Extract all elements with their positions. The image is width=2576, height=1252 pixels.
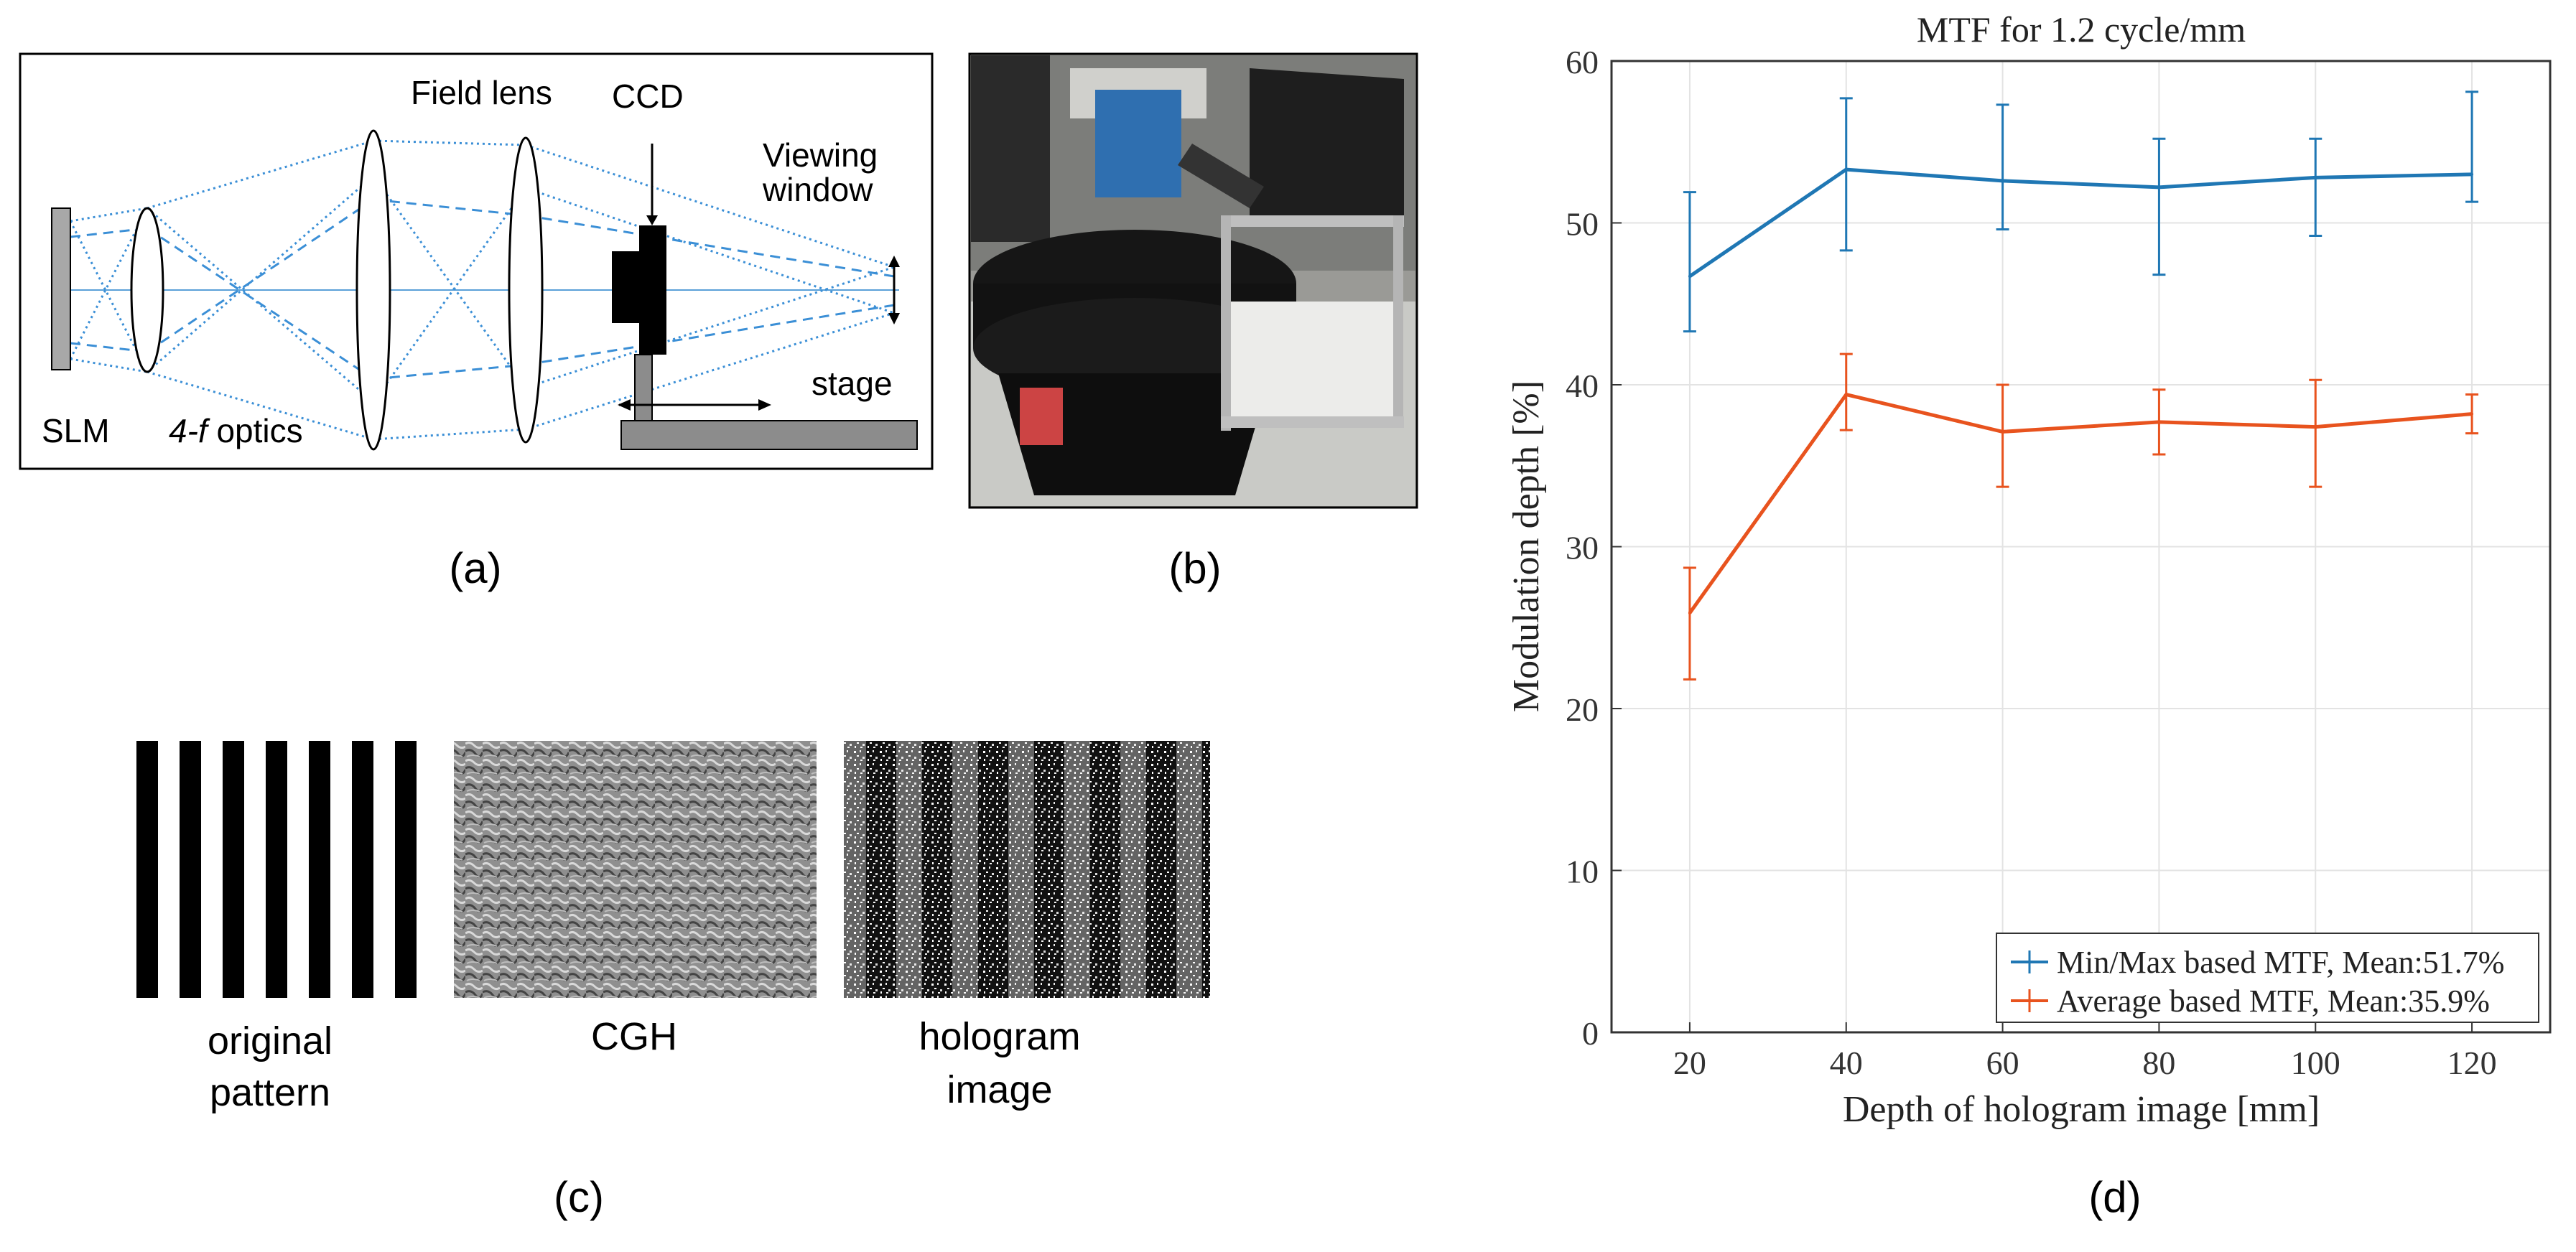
hologram-caption-line1: hologram [919,1015,1080,1058]
grid-lines [1612,60,2550,1033]
x-tick-label: 40 [1830,1045,1863,1081]
cgh-caption: CGH [591,1015,677,1058]
panel-a-label: (a) [449,544,501,592]
data-point [1688,274,1691,278]
data-point [1844,168,1848,172]
ccd-label: CCD [612,78,684,115]
x-tick-label: 80 [2142,1045,2175,1081]
data-point [2001,430,2004,434]
panel-a-frame [19,52,934,470]
series-2 [1683,352,2479,681]
series-line [1688,167,2473,278]
viewing-window-label-line1: Viewing [763,136,878,174]
data-point [1844,393,1848,396]
legend-label: Min/Max based MTF, Mean:51.7% [2057,945,2504,980]
y-axis-label: Modulation depth [%] [1506,380,1547,712]
field-lens-1 [355,129,391,451]
cgh-image [454,741,817,998]
four-f-italic: 4-f [169,412,210,449]
data-point [2157,420,2161,424]
hologram-caption-line2: image [947,1068,1052,1111]
x-tick-label: 20 [1673,1045,1706,1081]
y-tick-label: 40 [1566,368,1599,404]
slm-device [51,207,71,370]
legend-box [1996,933,2539,1023]
chart-title: MTF for 1.2 cycle/mm [1917,9,2246,50]
original-caption-line2: pattern [210,1071,330,1114]
four-f-lens [130,207,164,373]
ccd-camera [612,144,666,421]
chief-rays [70,198,895,380]
panel-b-photo [968,52,1418,509]
field-lens-label: Field lens [411,74,552,111]
four-f-optics-label: 4-f optics [169,412,303,449]
y-tick-label: 50 [1566,206,1599,243]
original-pattern-image [135,741,428,998]
data-point [2314,176,2317,179]
stage-arrow [618,399,771,411]
y-tick-label: 0 [1582,1015,1599,1052]
viewing-window-arrow [888,256,900,324]
data-point [2470,172,2474,176]
x-tick-label: 60 [1986,1045,2019,1081]
original-caption-line1: original [208,1019,333,1062]
data-point [1688,611,1691,615]
series-1 [1683,90,2479,333]
mtf-chart: MTF for 1.2 cycle/mm 0 10 20 30 40 50 60 20 40 60… [1506,9,2552,1130]
y-tick-label: 10 [1566,854,1599,890]
chart-legend: Min/Max based MTF, Mean:51.7% Average bas… [1996,933,2539,1023]
data-point [2001,179,2004,182]
data-point [2314,425,2317,429]
panel-d-label: (d) [2088,1173,2141,1221]
data-point [2157,185,2161,189]
slm-label: SLM [42,412,110,449]
stage-label: stage [812,365,893,402]
y-tick-label: 30 [1566,530,1599,566]
viewing-window-label-line2: window [762,171,873,208]
hologram-image [844,741,1210,998]
data-series [1683,90,2479,681]
stage-platform [620,420,918,450]
series-line [1688,393,2473,615]
optics-word: optics [208,412,303,449]
y-tick-label: 20 [1566,691,1599,728]
axis-ticks: 0 10 20 30 40 50 60 20 40 60 80 100 120 [1566,44,2497,1081]
panel-c-patterns: original pattern CGH hologram image [135,741,1210,1114]
data-point [2470,412,2474,416]
panel-c-label: (c) [554,1173,604,1221]
legend-entries: Min/Max based MTF, Mean:51.7% Average bas… [2011,945,2504,1019]
light-rays [69,139,895,441]
x-tick-label: 100 [2291,1045,2340,1081]
legend-label: Average based MTF, Mean:35.9% [2057,984,2490,1019]
field-lens-2 [508,136,544,444]
panel-a-setup-diagram: Field lens CCD Viewing window SLM 4-f op… [19,52,934,470]
panel-b-label: (b) [1168,544,1221,592]
x-tick-label: 120 [2447,1045,2497,1081]
x-axis-label: Depth of hologram image [mm] [1843,1089,2320,1130]
y-tick-label: 60 [1566,44,1599,80]
